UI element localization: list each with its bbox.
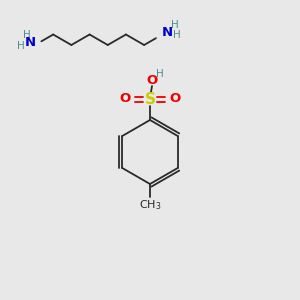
- Text: H: H: [23, 30, 31, 40]
- Text: H: H: [17, 41, 25, 51]
- Text: CH$_3$: CH$_3$: [139, 198, 161, 212]
- Text: O: O: [119, 92, 130, 106]
- Text: H: H: [156, 69, 164, 79]
- Text: O: O: [169, 92, 181, 106]
- Text: S: S: [145, 92, 155, 106]
- Text: H: H: [173, 31, 181, 40]
- Text: H: H: [171, 20, 179, 29]
- Text: N: N: [24, 37, 36, 50]
- Text: O: O: [146, 74, 158, 88]
- Text: N: N: [162, 26, 173, 39]
